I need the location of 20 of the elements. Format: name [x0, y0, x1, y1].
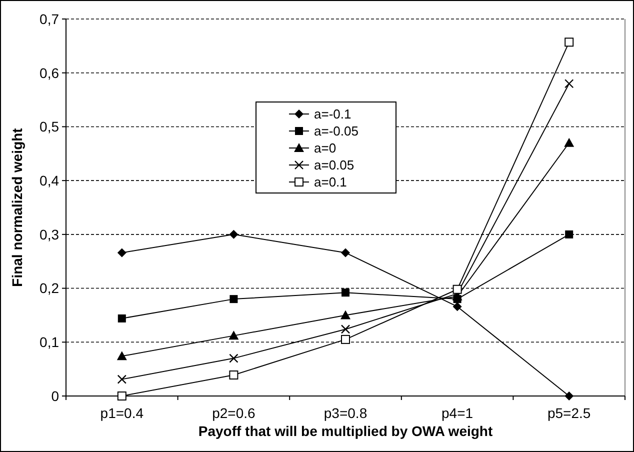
legend-label: a=0: [314, 140, 336, 156]
y-tick-label: 0,3: [40, 226, 60, 242]
y-tick-label: 0,5: [40, 118, 60, 135]
legend-label: a=-0.05: [314, 124, 358, 139]
y-tick-label: 0,4: [40, 172, 60, 188]
x-axis-title: Payoff that will be multiplied by OWA weight: [198, 423, 493, 439]
y-axis-title: Final normalized weight: [9, 128, 25, 287]
y-tick-label: 0,6: [40, 64, 60, 81]
y-tick-label: 0,2: [40, 280, 60, 296]
legend-label: a=0.1: [314, 174, 347, 190]
x-tick-label: p2=0.6: [212, 405, 256, 421]
x-tick-label: p1=0.4: [100, 405, 144, 421]
y-tick-label: 0: [51, 388, 60, 404]
legend-label: a=-0.1: [314, 106, 352, 122]
x-tick-label: p5=2.5: [547, 405, 591, 421]
x-tick-label: p4=1: [442, 405, 474, 421]
x-tick-label: p3=0.8: [324, 405, 368, 421]
y-tick-label: 0,1: [40, 334, 60, 350]
y-tick-label: 0,7: [40, 10, 60, 27]
legend-label: a=0.05: [314, 158, 354, 173]
